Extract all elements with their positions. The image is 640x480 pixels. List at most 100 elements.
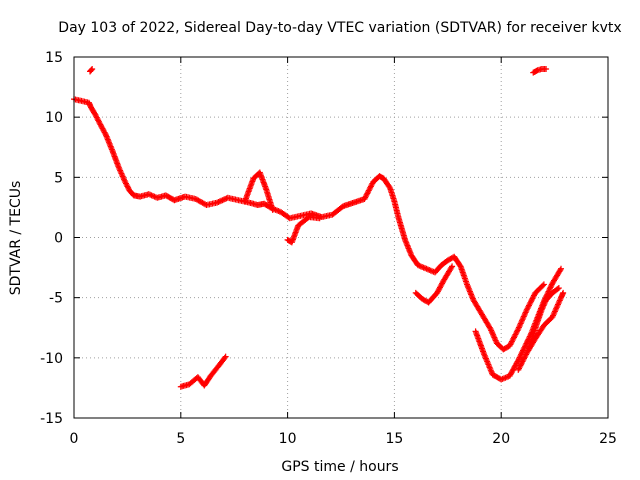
data-point (102, 130, 109, 137)
data-point (556, 297, 563, 304)
data-point (556, 298, 563, 305)
x-tick-label: 5 (176, 431, 185, 447)
data-point (518, 317, 525, 324)
data-point (519, 348, 526, 355)
data-point (214, 199, 221, 206)
series-post-10h-dip (284, 214, 323, 246)
data-point (515, 355, 522, 362)
data-point (549, 313, 556, 320)
data-point (558, 265, 565, 272)
y-tick-label: -15 (40, 411, 63, 427)
data-point (520, 346, 527, 353)
data-point (221, 354, 228, 361)
data-point (520, 314, 527, 321)
data-point (517, 353, 524, 360)
data-point (522, 309, 529, 316)
series-early-mid-day-segment (177, 353, 229, 390)
x-tick-label: 15 (385, 431, 403, 447)
y-tick-label: -5 (49, 291, 63, 307)
data-point (520, 347, 527, 354)
data-points (71, 66, 567, 390)
data-point (551, 308, 558, 315)
data-point (218, 197, 225, 204)
series-descending-branch (412, 263, 456, 306)
data-point (215, 199, 222, 206)
data-point (523, 308, 530, 315)
x-axis-label: GPS time / hours (281, 459, 398, 475)
data-point (550, 311, 557, 318)
data-point (515, 324, 522, 331)
data-point (540, 303, 547, 310)
data-point (557, 267, 564, 274)
x-tick-label: 0 (70, 431, 79, 447)
data-point (543, 66, 550, 73)
y-tick-label: 10 (45, 110, 63, 126)
data-point (550, 312, 557, 319)
data-point (553, 304, 560, 311)
y-axis-ticks: -15 -10 -5 0 5 10 15 (40, 50, 608, 427)
y-tick-label: 15 (45, 50, 63, 66)
data-point (220, 196, 227, 203)
data-point (560, 289, 567, 296)
data-point (541, 301, 548, 308)
data-point (554, 285, 561, 292)
data-point (521, 312, 528, 319)
data-point (449, 263, 456, 270)
y-tick-label: 0 (54, 231, 63, 247)
data-point (517, 351, 524, 358)
series-late-steep-rise (525, 285, 562, 352)
data-point (219, 197, 226, 204)
data-point (545, 288, 552, 295)
data-point (88, 66, 95, 73)
data-point (539, 305, 546, 312)
data-point (540, 281, 547, 288)
data-point (551, 309, 558, 316)
data-point (517, 321, 524, 328)
data-point (555, 300, 562, 307)
grid-lines (74, 57, 608, 418)
data-point (516, 354, 523, 361)
data-point (89, 66, 96, 73)
data-point (517, 320, 524, 327)
x-tick-label: 25 (599, 431, 617, 447)
data-point (554, 302, 561, 309)
data-point (216, 198, 223, 205)
data-point (515, 325, 522, 332)
y-axis-label: SDTVAR / TECUs (8, 181, 24, 296)
data-point (555, 285, 562, 292)
series-top-left-cluster (87, 66, 96, 75)
y-tick-label: 5 (54, 170, 63, 186)
series-late-recovery (515, 289, 567, 373)
x-tick-label: 10 (279, 431, 297, 447)
data-point (548, 283, 555, 290)
data-point (553, 305, 560, 312)
series-top-right-cluster (530, 66, 550, 76)
data-point (539, 282, 546, 289)
data-point (554, 301, 561, 308)
series-afternoon-excursion (241, 169, 276, 213)
data-point (522, 310, 529, 317)
data-point (316, 215, 323, 222)
chart-title: Day 103 of 2022, Sidereal Day-to-day VTE… (58, 20, 621, 36)
data-point (386, 183, 393, 190)
series-main-trace (71, 96, 547, 353)
data-point (538, 306, 545, 313)
data-point (448, 264, 455, 271)
data-point (546, 285, 553, 292)
data-point (456, 262, 463, 269)
data-point (516, 323, 523, 330)
data-point (546, 287, 553, 294)
data-point (540, 302, 547, 309)
data-point (547, 284, 554, 291)
y-tick-label: -10 (40, 351, 63, 367)
data-point (541, 299, 548, 306)
data-point (519, 316, 526, 323)
x-axis-ticks: 0 5 10 15 20 25 (70, 57, 617, 447)
x-tick-label: 20 (492, 431, 510, 447)
data-point (518, 350, 525, 357)
data-point (222, 353, 229, 360)
data-point (552, 307, 559, 314)
data-point (518, 319, 525, 326)
data-point (520, 313, 527, 320)
